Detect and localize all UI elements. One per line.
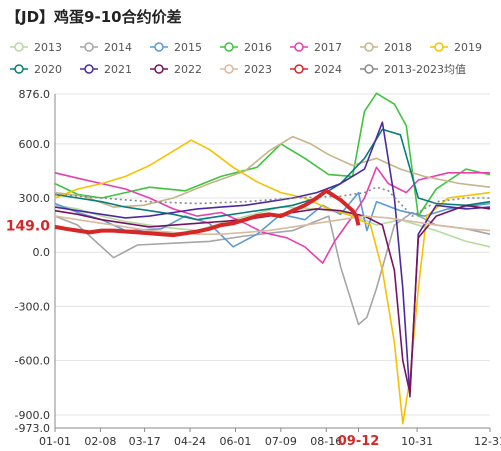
current-value-label: 149.0 — [6, 218, 51, 234]
legend-swatch-marker — [224, 42, 234, 52]
y-tick-label: -973.0 — [15, 422, 50, 435]
legend-swatch-marker — [434, 42, 444, 52]
y-axis-ticks: 876.0 600.0 300.0 0.0 -300.0 -600.0 -900.0-973… — [15, 88, 50, 435]
legend-label: 2014 — [104, 41, 132, 54]
x-tick-label: 12-31 — [474, 435, 501, 448]
x-tick-label: 01-01 — [39, 435, 71, 448]
y-tick-label: 600.0 — [19, 138, 51, 151]
legend-label: 2015 — [174, 41, 202, 54]
legend-swatch-marker — [294, 64, 304, 74]
grid-lines — [54, 93, 490, 429]
y-tick-label: -900.0 — [15, 409, 50, 422]
series-line-2018 — [54, 135, 491, 208]
legend-label: 2023 — [244, 63, 272, 76]
x-tick-label: 07-09 — [265, 435, 297, 448]
legend-label: 2013-2023均值 — [384, 63, 466, 76]
x-tick-label: 03-17 — [129, 435, 161, 448]
series-line-2019 — [54, 139, 491, 425]
series-line-2016 — [54, 92, 491, 217]
legend: 2013 2014 2015 2016 2017 2018 2019 2020 2021 2022… — [10, 41, 482, 76]
legend-label: 2018 — [384, 41, 412, 54]
y-tick-label: 300.0 — [19, 192, 51, 205]
legend-swatch-marker — [224, 64, 234, 74]
x-tick-label: 04-24 — [174, 435, 206, 448]
x-tick-label: 10-31 — [401, 435, 433, 448]
legend-label: 2013 — [34, 41, 62, 54]
x-tick-label: 06-01 — [219, 435, 251, 448]
current-value-marker: 149.0 — [6, 218, 51, 234]
series-line-2023 — [54, 215, 491, 235]
series-line-2020 — [54, 128, 491, 221]
y-tick-label: -600.0 — [15, 355, 50, 368]
y-tick-label: -300.0 — [15, 300, 50, 313]
legend-label: 2022 — [174, 63, 202, 76]
series-lines — [54, 92, 491, 425]
legend-label: 2024 — [314, 63, 342, 76]
x-tick-label: 09-12 — [338, 434, 380, 449]
legend-swatch-marker — [364, 42, 374, 52]
x-tick-label: 08-16 — [310, 435, 342, 448]
legend-swatch-marker — [84, 64, 94, 74]
series-line-2022 — [54, 204, 491, 394]
legend-label: 2019 — [454, 41, 482, 54]
series-line-2024 — [54, 188, 361, 238]
legend-swatch-marker — [364, 64, 374, 74]
y-tick-label: 0.0 — [33, 246, 51, 259]
legend-swatch-marker — [294, 42, 304, 52]
series-line-2014 — [54, 211, 491, 326]
series-line-2021 — [54, 121, 491, 398]
legend-label: 2016 — [244, 41, 272, 54]
legend-swatch-marker — [84, 42, 94, 52]
legend-swatch-marker — [154, 64, 164, 74]
x-tick-label: 02-08 — [84, 435, 116, 448]
legend-label: 2021 — [104, 63, 132, 76]
legend-swatch-marker — [14, 64, 24, 74]
x-axis-ticks: 01-01 02-08 03-17 04-24 06-01 07-09 08-1609-12… — [39, 428, 501, 449]
series-line-2017 — [54, 166, 490, 264]
chart-title: 【JD】鸡蛋9-10合约价差 — [6, 8, 182, 26]
legend-label: 2017 — [314, 41, 342, 54]
legend-label: 2020 — [34, 63, 62, 76]
legend-swatch-marker — [154, 42, 164, 52]
y-tick-label: 876.0 — [19, 88, 51, 101]
legend-swatch-marker — [14, 42, 24, 52]
